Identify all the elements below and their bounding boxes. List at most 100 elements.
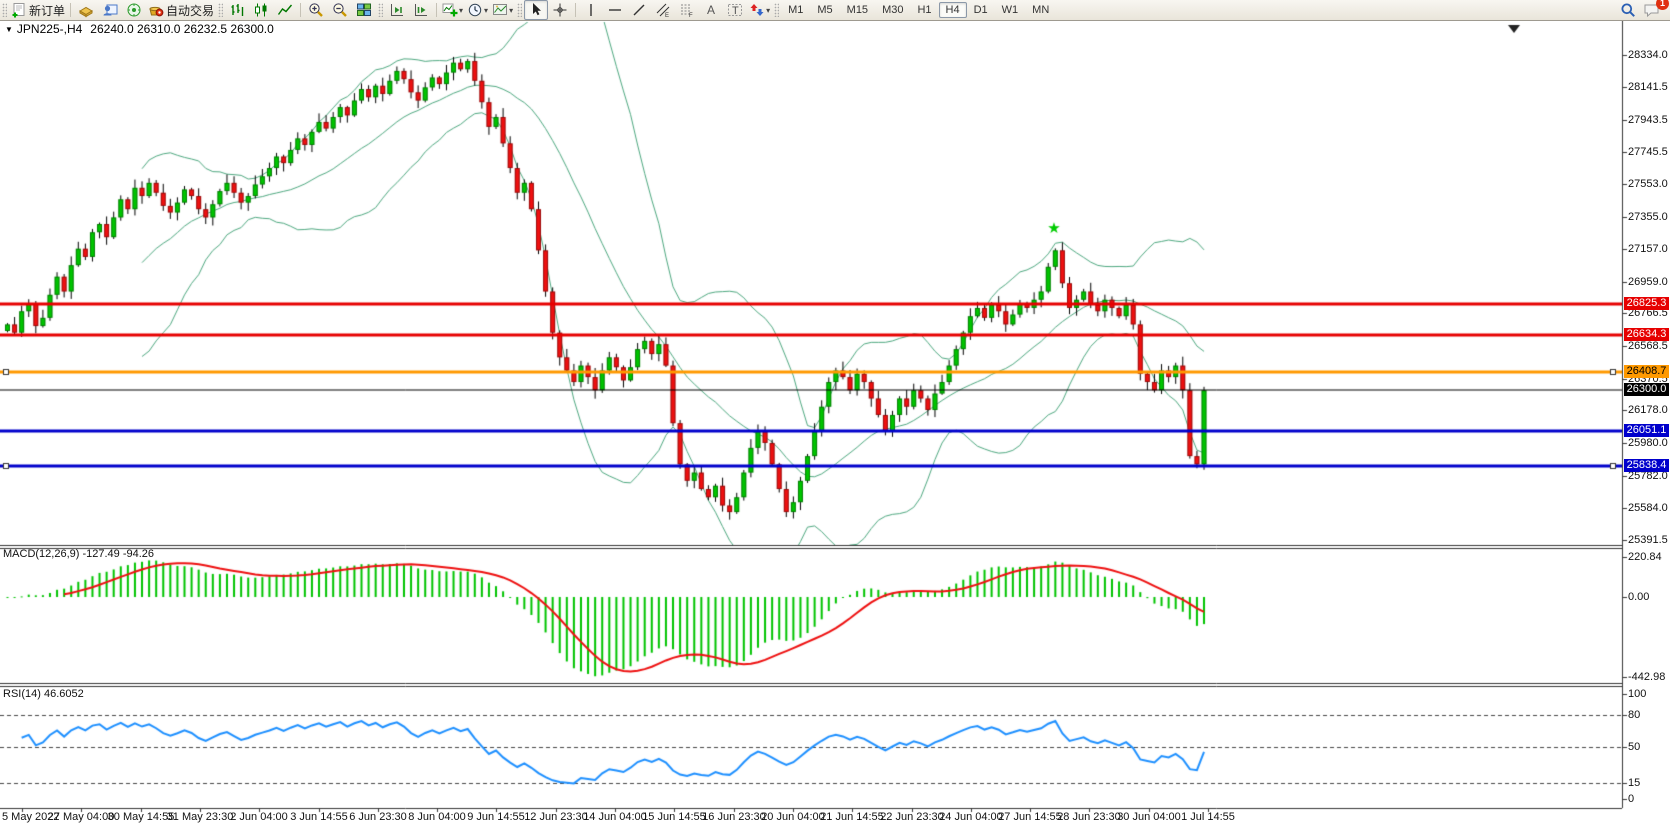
text-tool-button[interactable]: A [699,0,723,20]
arrows-icon [749,2,765,18]
date-label: 31 May 23:30 [166,811,234,823]
price-tick-label: 25391.5 [1628,534,1668,546]
date-label: 28 Jun 23:30 [1057,811,1121,823]
rsi-tick-label: 80 [1628,709,1641,721]
chat-button[interactable]: 1 [1640,0,1669,20]
separator [575,3,577,17]
timeframe-button-M30[interactable]: M30 [882,4,904,16]
date-label: 14 Jun 04:00 [583,811,647,823]
clock-icon [467,2,483,18]
new-order-label: 新订单 [29,3,66,18]
date-label: 1 Jul 14:55 [1181,811,1235,823]
separator [300,3,302,17]
trendline-icon [631,2,647,18]
hline-price-badge-26051.1[interactable]: 26051.1 [1624,424,1669,437]
date-label: 27 May 04:00 [47,811,115,823]
hline-price-badge-25838.4[interactable]: 25838.4 [1624,459,1669,472]
new-order-button[interactable]: 新订单 [9,0,67,20]
price-tick-label: 27553.0 [1628,178,1668,190]
chart-shift-button[interactable] [385,0,409,20]
svg-text:T: T [732,5,739,17]
date-label: 24 Jun 04:00 [939,811,1003,823]
date-label: 27 Jun 14:55 [998,811,1062,823]
fibonacci-tool-button[interactable]: F [675,0,699,20]
date-label: 9 Jun 14:55 [467,811,525,823]
toolbar-grip [517,3,523,17]
periods-button[interactable]: ▾ [465,0,490,20]
auto-trading-label: 自动交易 [166,3,215,18]
templates-button[interactable]: ▾ [490,0,515,20]
svg-text:E: E [665,13,669,18]
date-label: 16 Jun 23:30 [702,811,766,823]
zoom-out-icon [332,2,348,18]
dropdown-caret: ▾ [766,5,771,15]
auto-scroll-button[interactable] [409,0,433,20]
vertical-line-tool-button[interactable] [579,0,603,20]
indicators-add-icon [442,2,458,18]
tile-windows-button[interactable] [352,0,376,20]
price-tick-label: 25584.0 [1628,502,1668,514]
rsi-tick-label: 100 [1628,688,1647,700]
timeframe-button-D1[interactable]: D1 [973,4,988,16]
market-watch-button[interactable] [74,0,98,20]
price-tick-label: 28141.5 [1628,81,1668,93]
price-tick-label: 25980.0 [1628,437,1668,449]
navigator-icon [126,2,142,18]
hline-price-badge-26825.3[interactable]: 26825.3 [1624,297,1669,310]
timeframe-button-H4[interactable]: H4 [938,2,967,18]
horizontal-line-tool-button[interactable] [603,0,627,20]
separator [436,3,438,17]
dropdown-caret: ▾ [484,5,489,15]
date-label: 8 Jun 04:00 [408,811,466,823]
price-tick-label: 27943.5 [1628,114,1668,126]
price-tick-label: 26568.5 [1628,340,1668,352]
candlestick-chart-icon [253,2,269,18]
horizontal-line-icon [607,2,623,18]
zoom-in-button[interactable] [304,0,328,20]
auto-trading-button[interactable]: 自动交易 [146,0,216,20]
notification-badge: 1 [1656,0,1669,10]
timeframe-button-MN[interactable]: MN [1032,4,1050,16]
auto-trading-icon [148,2,164,18]
text-label-tool-button[interactable]: T [723,0,747,20]
date-label: 6 Jun 23:30 [349,811,407,823]
crosshair-tool-button[interactable] [548,0,572,20]
timeframe-button-H1[interactable]: H1 [917,4,932,16]
zoom-out-button[interactable] [328,0,352,20]
line-chart-button[interactable] [273,0,297,20]
bar-chart-icon [229,2,245,18]
date-label: 2 Jun 04:00 [230,811,288,823]
chart-dropdown-icon[interactable]: ▼ [5,25,13,34]
arrows-tool-button[interactable]: ▾ [747,0,772,20]
timeframe-button-M1[interactable]: M1 [788,4,804,16]
cursor-tool-button[interactable] [524,0,549,20]
search-button[interactable] [1616,0,1640,20]
data-window-button[interactable] [98,0,122,20]
macd-tick-label: 220.84 [1628,551,1662,563]
indicators-button[interactable]: ▾ [440,0,465,20]
svg-text:A: A [707,3,715,17]
timeframe-button-M5[interactable]: M5 [817,4,833,16]
hline-price-badge-26300.0[interactable]: 26300.0 [1624,383,1669,396]
rsi-tick-label: 15 [1628,777,1641,789]
price-tick-label: 28334.0 [1628,49,1668,61]
channel-tool-button[interactable]: E [651,0,675,20]
timeframe-button-M15[interactable]: M15 [846,4,869,16]
rsi-tick-label: 50 [1628,741,1641,753]
rsi-tick-label: 0 [1628,793,1635,805]
date-label: 22 Jun 23:30 [880,811,944,823]
candlestick-chart-button[interactable] [249,0,273,20]
crosshair-icon [552,2,568,18]
date-label: 5 May 2022 [2,811,60,823]
hline-price-badge-26634.3[interactable]: 26634.3 [1624,328,1669,341]
navigator-button[interactable] [122,0,146,20]
bar-chart-button[interactable] [225,0,249,20]
hline-price-badge-26408.7[interactable]: 26408.7 [1624,365,1669,378]
ohlc-values: 26240.0 26310.0 26232.5 26300.0 [90,22,274,36]
svg-text:F: F [689,13,693,18]
timeframe-button-W1[interactable]: W1 [1001,4,1019,16]
trendline-tool-button[interactable] [627,0,651,20]
tile-windows-icon [356,2,372,18]
price-tick-label: 26766.5 [1628,307,1668,319]
